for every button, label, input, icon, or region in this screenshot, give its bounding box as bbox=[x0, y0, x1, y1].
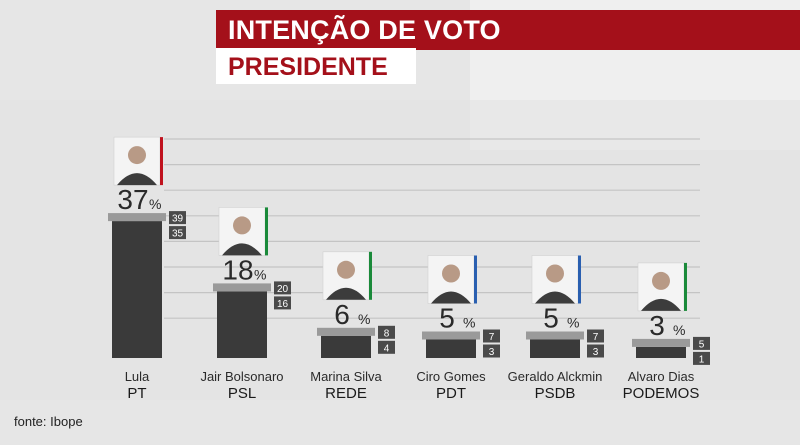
photo-shoulders bbox=[641, 298, 681, 311]
value-unit: % bbox=[358, 311, 370, 327]
value-unit: % bbox=[463, 315, 475, 331]
party-label: PT bbox=[127, 385, 146, 402]
range-high-label: 7 bbox=[593, 332, 599, 343]
bar bbox=[112, 221, 162, 358]
range-high-label: 20 bbox=[277, 284, 289, 295]
photo-head bbox=[128, 146, 146, 165]
photo-head bbox=[337, 260, 355, 279]
bar-cap bbox=[526, 331, 584, 340]
candidate-name: Jair Bolsonaro bbox=[200, 369, 283, 384]
party-color-strip bbox=[265, 207, 268, 256]
photo-shoulders bbox=[117, 173, 157, 186]
bar bbox=[217, 291, 267, 358]
chart-subtitle: PRESIDENTE bbox=[228, 53, 388, 81]
bar-cap bbox=[422, 331, 480, 340]
range-low-box bbox=[587, 344, 604, 358]
candidate-name: Alvaro Dias bbox=[628, 369, 695, 384]
range-low-box bbox=[693, 351, 710, 365]
party-label: PDT bbox=[436, 385, 466, 402]
subtitle-banner: PRESIDENTE bbox=[216, 48, 416, 84]
party-color-strip bbox=[160, 137, 163, 186]
value-label: 37 bbox=[117, 184, 148, 215]
party-label: PSDB bbox=[535, 385, 576, 402]
range-high-label: 7 bbox=[489, 332, 495, 343]
range-low-box bbox=[483, 344, 500, 358]
party-label: REDE bbox=[325, 385, 367, 402]
range-high-label: 5 bbox=[699, 339, 705, 350]
party-color-strip bbox=[684, 262, 687, 311]
value-label: 6 bbox=[334, 299, 350, 330]
bar-cap bbox=[108, 213, 166, 222]
range-low-label: 1 bbox=[699, 354, 705, 365]
value-unit: % bbox=[149, 196, 161, 212]
bar-cap bbox=[632, 338, 690, 347]
candidate-name: Lula bbox=[125, 369, 150, 384]
range-high-box bbox=[693, 336, 710, 350]
source-note: fonte: Ibope bbox=[14, 414, 83, 429]
value-label: 18 bbox=[222, 254, 253, 285]
bar bbox=[321, 335, 371, 358]
party-color-strip bbox=[369, 251, 372, 300]
party-label: PODEMOS bbox=[623, 385, 700, 402]
title-underline bbox=[216, 48, 800, 50]
range-low-box bbox=[378, 340, 395, 354]
range-high-label: 39 bbox=[172, 214, 184, 225]
photo-head bbox=[233, 216, 251, 235]
photo-head bbox=[442, 264, 460, 283]
range-low-label: 3 bbox=[489, 347, 495, 358]
candidate-name: Marina Silva bbox=[310, 369, 382, 384]
photo-head bbox=[546, 264, 564, 283]
bar bbox=[426, 339, 476, 358]
value-unit: % bbox=[567, 315, 579, 331]
party-color-strip bbox=[474, 255, 477, 304]
range-low-box bbox=[274, 296, 291, 310]
bar-cap bbox=[213, 283, 271, 292]
value-label: 5 bbox=[543, 303, 559, 334]
range-low-label: 35 bbox=[172, 229, 184, 240]
candidate-name: Ciro Gomes bbox=[416, 369, 486, 384]
value-unit: % bbox=[254, 266, 266, 282]
range-low-box bbox=[169, 226, 186, 240]
range-high-box bbox=[587, 329, 604, 343]
range-high-box bbox=[378, 325, 395, 339]
photo-shoulders bbox=[222, 243, 262, 256]
bar bbox=[530, 339, 580, 358]
bar-cap bbox=[317, 327, 375, 336]
photo-head bbox=[652, 271, 670, 290]
title-banner: INTENÇÃO DE VOTO bbox=[216, 10, 800, 48]
range-low-label: 4 bbox=[384, 343, 390, 354]
range-high-box bbox=[169, 211, 186, 225]
range-high-box bbox=[483, 329, 500, 343]
chart-title: INTENÇÃO DE VOTO bbox=[228, 15, 501, 45]
bar bbox=[636, 346, 686, 358]
value-unit: % bbox=[673, 322, 685, 338]
photo-shoulders bbox=[326, 287, 366, 300]
value-label: 5 bbox=[439, 303, 455, 334]
range-low-label: 16 bbox=[277, 299, 289, 310]
candidate-name: Geraldo Alckmin bbox=[508, 369, 603, 384]
value-label: 3 bbox=[649, 310, 665, 341]
range-low-label: 3 bbox=[593, 347, 599, 358]
party-label: PSL bbox=[228, 385, 256, 402]
party-color-strip bbox=[578, 255, 581, 304]
photo-shoulders bbox=[535, 291, 575, 304]
range-high-box bbox=[274, 281, 291, 295]
photo-shoulders bbox=[431, 291, 471, 304]
range-high-label: 8 bbox=[384, 328, 390, 339]
